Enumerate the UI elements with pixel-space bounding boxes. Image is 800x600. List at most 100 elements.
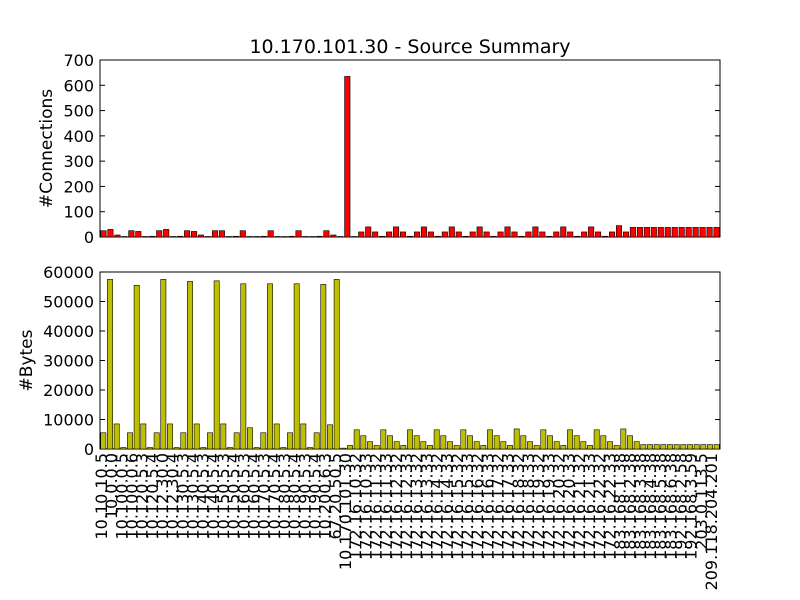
- bytes-bar: [387, 435, 393, 450]
- bytes-bar: [447, 441, 453, 450]
- bytes-bar: [140, 423, 147, 450]
- connections-bar: [330, 234, 337, 238]
- bytes-bar: [227, 447, 233, 450]
- bytes-bar: [107, 279, 113, 450]
- bytes-bar: [507, 445, 513, 450]
- bytes-bar: [467, 435, 473, 450]
- connections-bar: [309, 236, 316, 238]
- bytes-bar: [253, 447, 260, 450]
- connections-bar: [706, 227, 713, 238]
- connections-bar: [511, 231, 518, 238]
- bytes-bar: [633, 441, 640, 450]
- x-tick-label: 10.170.5.4: [265, 453, 284, 540]
- bytes-ytick-label: 50000: [43, 293, 94, 312]
- connections-ytick-label: 500: [63, 102, 94, 121]
- connections-bar: [372, 231, 379, 238]
- connections-bar: [455, 231, 462, 238]
- connections-bar: [239, 230, 246, 238]
- x-tick-label: 172.16.11.33: [377, 453, 396, 560]
- connections-bar: [135, 231, 142, 238]
- bytes-bar: [527, 441, 533, 450]
- bytes-bar: [160, 279, 167, 450]
- bytes-bar: [513, 428, 520, 450]
- bytes-bar: [320, 284, 327, 450]
- bytes-bar: [567, 429, 573, 450]
- x-tick-label: 10.170.5.3: [255, 453, 274, 540]
- connections-bar: [567, 231, 574, 238]
- bytes-ytick-label: 40000: [43, 322, 94, 341]
- connections-bar: [420, 226, 427, 238]
- x-tick-label: 203.0.113.5: [692, 453, 711, 550]
- bytes-bar: [713, 444, 720, 450]
- bytes-bar: [153, 432, 160, 450]
- bytes-ytick-label: 30000: [43, 352, 94, 371]
- bytes-bar: [327, 424, 333, 450]
- connections-bar: [232, 235, 239, 238]
- x-tick-label: 172.16.18.32: [509, 453, 528, 560]
- connections-ytick-label: 100: [63, 203, 94, 222]
- x-tick-label: 172.16.14.32: [428, 453, 447, 560]
- x-tick-label: 10.160.5.4: [245, 453, 264, 540]
- connections-bar: [323, 230, 330, 238]
- connections-bar: [539, 231, 546, 238]
- bytes-bar: [287, 432, 293, 450]
- connections-bar: [246, 236, 253, 238]
- bytes-bar: [167, 423, 173, 450]
- x-tick-label: 172.16.15.33: [458, 453, 477, 560]
- x-tick-label: 172.16.19.32: [529, 453, 548, 560]
- bytes-bar: [113, 423, 120, 450]
- bytes-bar: [407, 429, 413, 450]
- connections-bar: [274, 236, 281, 238]
- x-tick-label: 10.130.5.3: [173, 453, 192, 540]
- connections-bar: [386, 231, 393, 238]
- bytes-bar: [180, 432, 187, 450]
- x-tick-label: 209.118.204.201: [702, 453, 721, 590]
- bytes-bar: [420, 441, 427, 450]
- x-tick-label: 10.190.5.3: [295, 453, 314, 540]
- x-tick-label: 10.120.5.4: [143, 453, 162, 540]
- connections-bar: [497, 231, 504, 238]
- connections-bar: [643, 227, 650, 238]
- connections-bar: [602, 235, 609, 238]
- connections-ytick-label: 400: [63, 127, 94, 146]
- x-tick-label: 10.170.101.30: [336, 453, 355, 570]
- x-tick-label: 183.168.5.38: [651, 453, 670, 560]
- connections-bar: [337, 236, 344, 238]
- bytes-bar: [173, 447, 180, 450]
- x-tick-label: 10.130.5.4: [184, 453, 203, 540]
- connections-bar: [483, 231, 490, 238]
- bytes-bar: [280, 447, 287, 450]
- bytes-ytick-label: 10000: [43, 411, 94, 430]
- x-tick-label: 10.150.5.4: [224, 453, 243, 540]
- x-tick-label: 10.12.30.4: [163, 453, 182, 540]
- x-tick-label: 172.16.18.33: [519, 453, 538, 560]
- x-tick-label: 172.16.17.32: [489, 453, 508, 560]
- connections-bar: [149, 235, 156, 238]
- connections-bar: [692, 227, 699, 238]
- connections-bar: [685, 227, 692, 238]
- x-tick-label: 10.180.5.4: [285, 453, 304, 540]
- bytes-bar: [553, 441, 560, 450]
- connections-bar: [469, 231, 476, 238]
- connections-ytick-label: 700: [63, 51, 94, 70]
- bytes-bar: [500, 441, 507, 450]
- bytes-bar: [247, 427, 253, 450]
- x-tick-label: 172.16.13.32: [407, 453, 426, 560]
- x-tick-label: 172.16.21.33: [580, 453, 599, 560]
- bytes-bar: [673, 444, 680, 450]
- connections-bar: [406, 235, 414, 238]
- x-tick-label: 172.16.14.33: [438, 453, 457, 560]
- connections-bar: [462, 235, 469, 238]
- bytes-bar: [413, 435, 420, 450]
- x-tick-label: 172.16.16.32: [468, 453, 487, 560]
- connections-bar: [114, 234, 121, 238]
- connections-bar: [581, 231, 588, 238]
- connections-bar: [351, 236, 358, 238]
- connections-bar: [518, 235, 525, 238]
- connections-bar: [156, 230, 163, 238]
- bytes-bar: [700, 444, 707, 450]
- bytes-bar: [347, 445, 353, 450]
- bytes-bar: [687, 444, 693, 450]
- connections-bar: [288, 235, 295, 238]
- bytes-bar: [460, 429, 467, 450]
